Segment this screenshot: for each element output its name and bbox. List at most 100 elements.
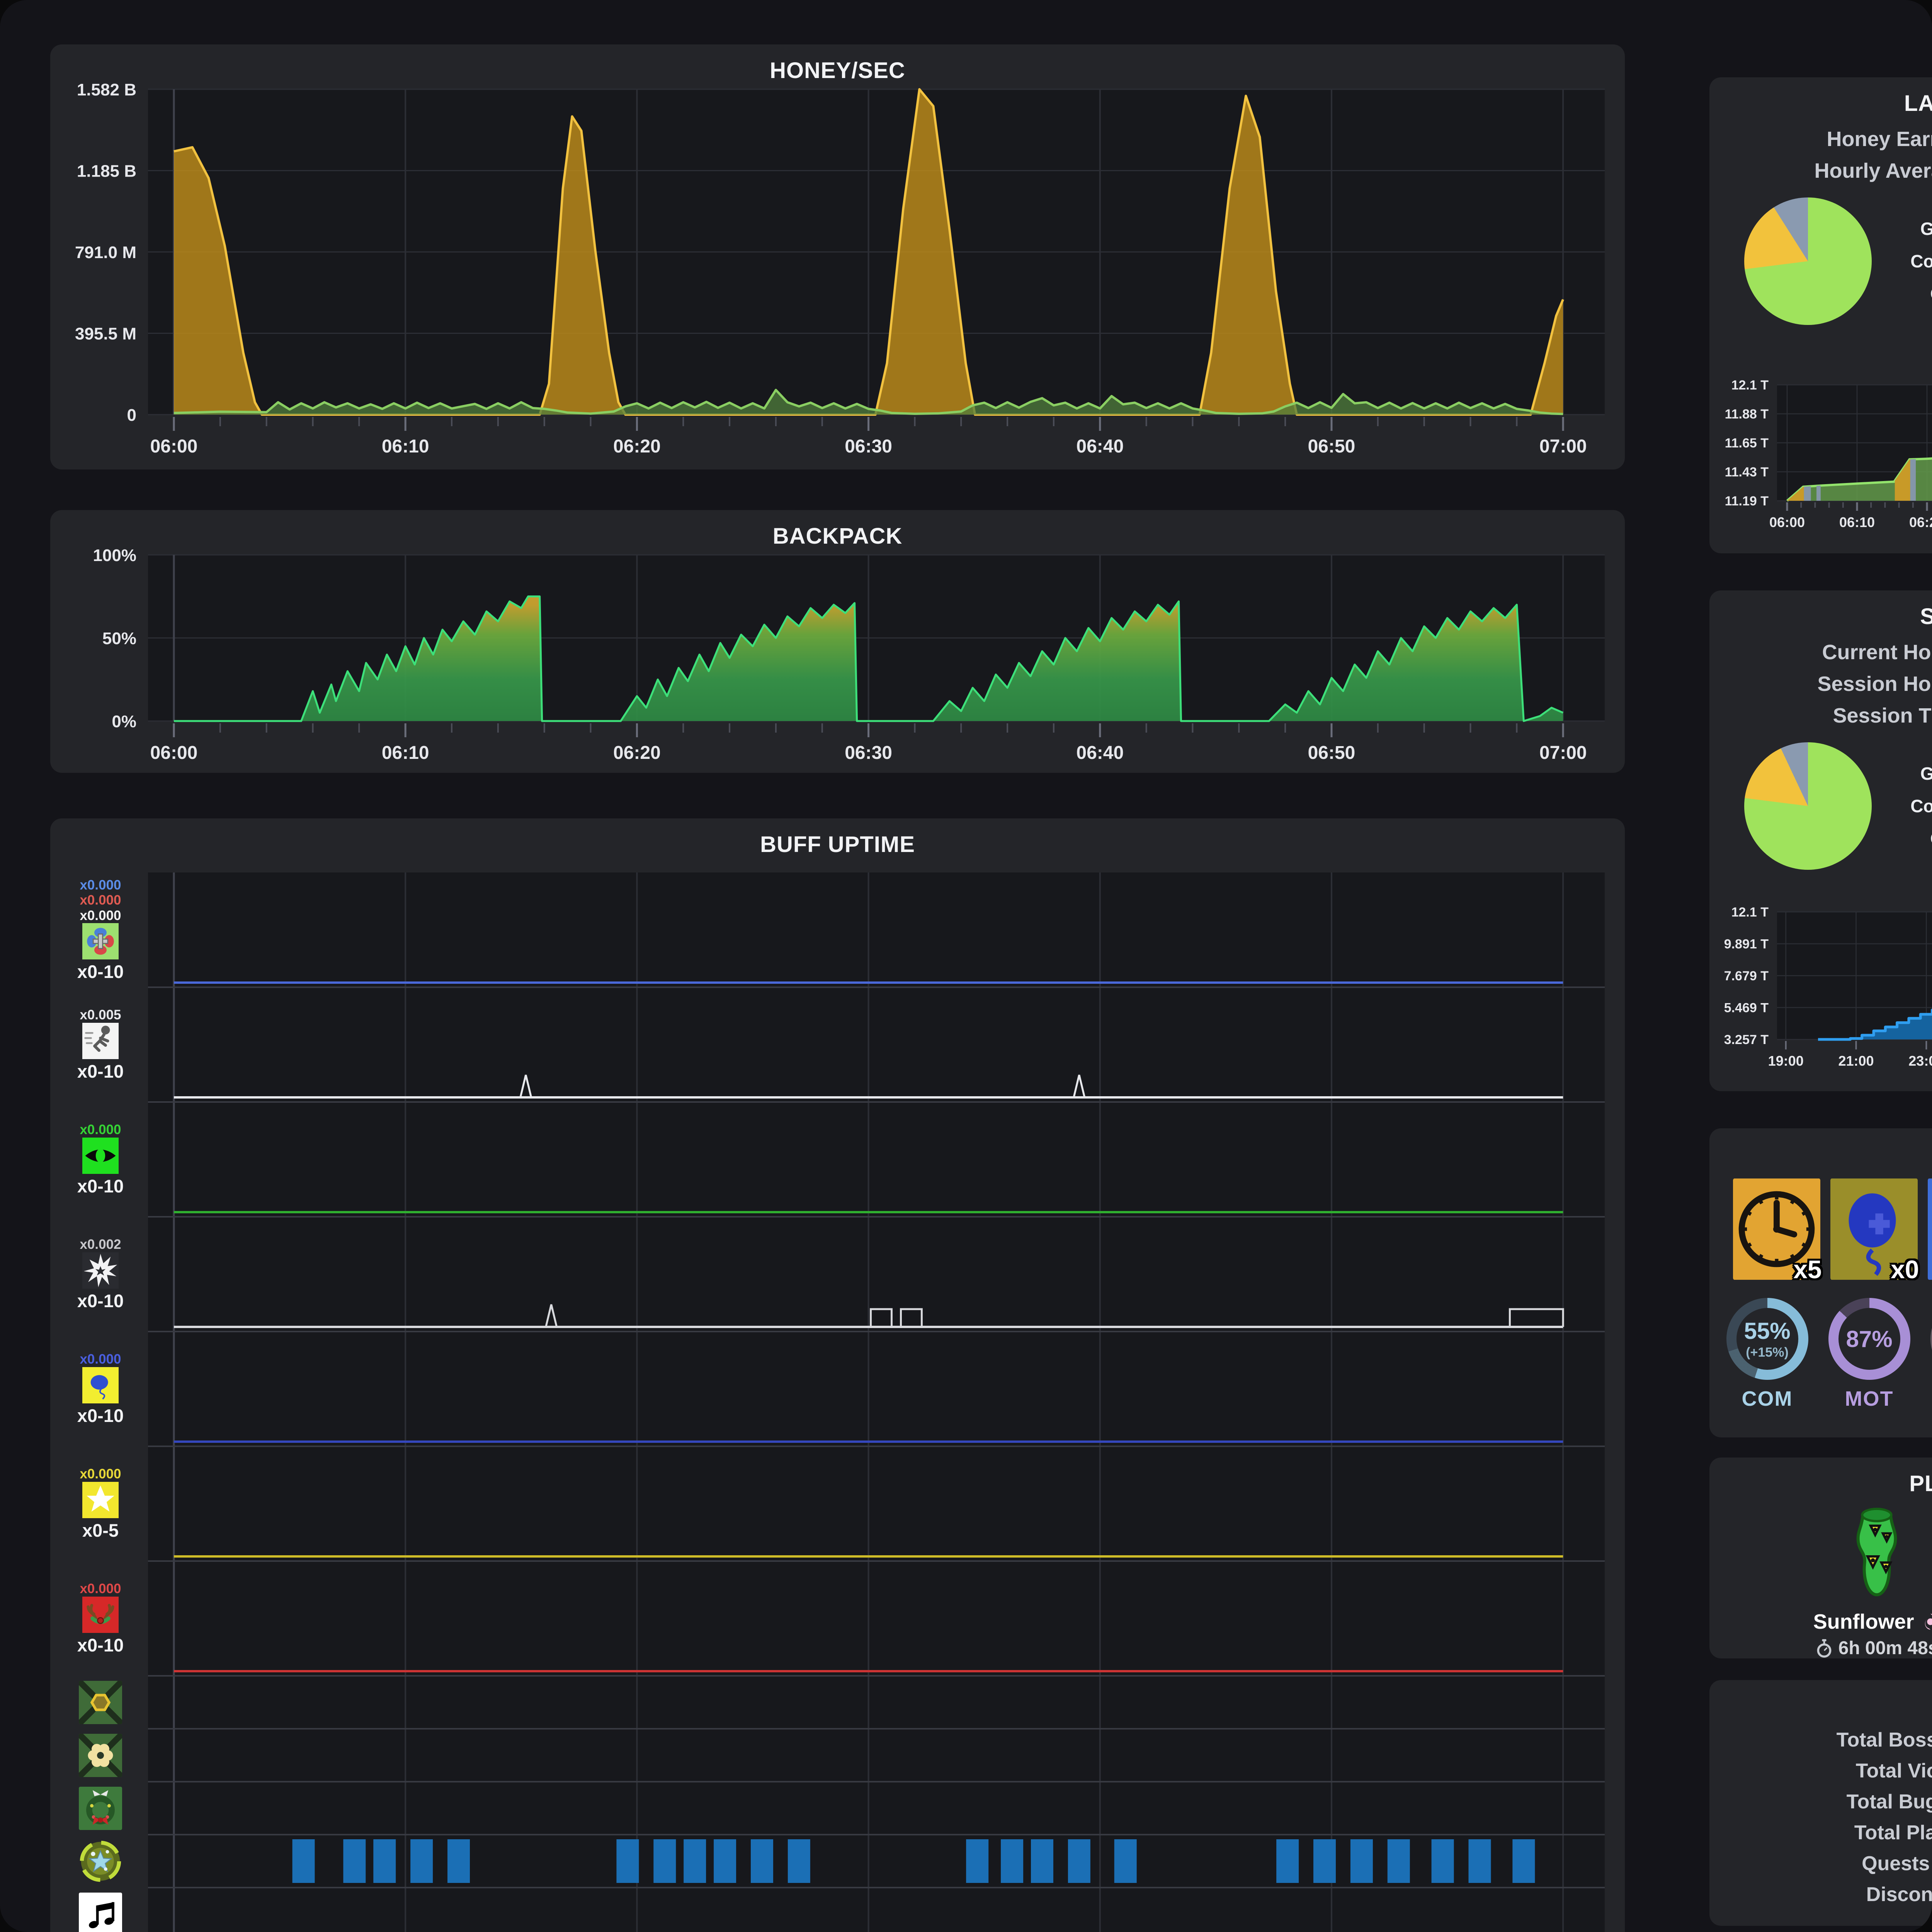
stat-label: Total Bug Kills [1846, 1791, 1932, 1813]
field-flower-icon [79, 1733, 122, 1777]
legend-row: Convert01:43:2416% [1893, 796, 1932, 816]
stat-row: Quests Done0 [1709, 1848, 1932, 1879]
stopwatch-icon [1817, 1639, 1832, 1658]
buff-row-haste: x0.005 x0-10 [54, 987, 147, 1102]
planters-title: PLANTERS [1909, 1471, 1932, 1496]
session-stat-label: Current Honey [1822, 641, 1932, 664]
y-axis-label: 12.1 T [1731, 906, 1769, 920]
session-pie-block: Gather07:56:4677% Convert01:43:2416% Other… [1709, 731, 1932, 870]
last-hour-chart: 12.1 T 11.88 T 11.65 T 11.43 T 11.19 T06:00 0… [1725, 379, 1932, 530]
buff-uptime-panel: BUFF UPTIME x0.000 x0.000 x0.000 x0-10 x0.00… [50, 818, 1625, 1932]
buff-row-blue-boost: x0.000 x0-10 [54, 1332, 147, 1446]
stat-row: Total Boss Kills0 [1709, 1725, 1932, 1755]
buff-range: x0-10 [77, 1405, 124, 1426]
buff-multiplier: x0.005 [80, 1007, 121, 1023]
buff-multiplier: x0.002 [80, 1237, 121, 1252]
stat-row: Total Planters1 [1709, 1817, 1932, 1848]
y-axis-label: 50% [102, 629, 136, 648]
buff-multiplier: x0.000 [80, 1352, 121, 1367]
legend-label: Gather [1920, 764, 1932, 784]
balloon-heal-buff-icon [1830, 1178, 1918, 1280]
stat-row: Total Vic Kills0 [1709, 1755, 1932, 1786]
buffs-icons: x5x0x6.00x0x0 [1709, 1178, 1932, 1284]
x-axis-label: 06:20 [613, 743, 661, 763]
gauge-mot: 87% MOT [1826, 1298, 1913, 1411]
buff-uptime-title: BUFF UPTIME [760, 832, 915, 857]
buff-row-star-treat [54, 1835, 147, 1888]
legend-row: Gather00:43:3773% [1893, 218, 1932, 239]
backpack-panel: BACKPACK 100% 50% 0% 06:00 06:10 06:20 06:30 06… [50, 510, 1625, 773]
buff-multiplier: x0.000 [80, 1466, 121, 1482]
buff-row-field-flower [54, 1729, 147, 1782]
planter-name: Sunflower [1813, 1610, 1914, 1633]
session-stat-row: Session Time10:21:57 [1709, 700, 1932, 731]
buff-range: x0-10 [77, 1175, 124, 1196]
hourly-average-label: Hourly Average [1814, 159, 1932, 182]
buff-item-value: x5 [1793, 1255, 1822, 1284]
buff-row-mark: x0.000 x0.000 x0.000 x0-10 [54, 872, 147, 987]
buff-range: x0-10 [77, 961, 124, 982]
legend-label: Other [1893, 283, 1932, 304]
buff-row-labels: x0.000 x0.000 x0.000 x0-10 x0.005 x0-10 x0.000… [50, 872, 148, 1932]
y-axis-label: 0% [112, 712, 136, 731]
last-hour-pie [1744, 197, 1872, 325]
legend-label: Gather [1920, 219, 1932, 239]
gauge-label: COM [1742, 1387, 1793, 1410]
buff-multiplier: x0.000 [80, 908, 121, 923]
x-axis-label: 06:20 [613, 436, 661, 457]
clock-buff-icon [1733, 1178, 1820, 1280]
session-stat-label: Session Honey [1817, 672, 1932, 696]
legend-label: Convert [1910, 251, 1932, 271]
y-axis-label: 11.19 T [1725, 494, 1769, 509]
honey-sec-chart: 1.582 B 1.185 B 791.0 M 395.5 M 0 06:00 06:10 0… [75, 82, 1605, 457]
y-axis-label: 100% [93, 547, 136, 565]
session-stat-row: Current Honey12.1 T [1709, 636, 1932, 668]
buffs-title: BUFFS [1709, 1128, 1932, 1167]
buff-item-balloon-heal-buff: x0 [1830, 1178, 1919, 1284]
x-axis-label: 23:00 [1908, 1053, 1932, 1069]
legend-label: Other [1893, 828, 1932, 849]
balloon-icon [82, 1367, 119, 1403]
stats-title: STATS [1709, 1680, 1932, 1719]
session-chart: 12.1 T 9.891 T 7.679 T 5.469 T 3.257 T 19:00 2… [1724, 906, 1932, 1069]
x-axis-label: 21:00 [1838, 1053, 1874, 1069]
honey-earned-label: Honey Earned [1827, 128, 1932, 151]
x-axis-label: 06:50 [1308, 436, 1355, 457]
y-axis-label: 1.185 B [77, 162, 136, 181]
backpack-chart: 100% 50% 0% 06:00 06:10 06:20 06:30 06:40 06:50 0… [93, 547, 1605, 763]
gauge-pct: 87% [1846, 1326, 1893, 1352]
buff-row-star: x0.000 x0-5 [54, 1446, 147, 1561]
y-axis-label: 11.88 T [1725, 407, 1769, 422]
x-axis-label: 06:00 [150, 436, 198, 457]
x-axis-label: 06:40 [1076, 436, 1124, 457]
x-axis-label: 06:10 [1839, 514, 1875, 530]
x-axis-label: 06:20 [1909, 514, 1932, 530]
legend-row: Other00:41:477% [1893, 828, 1932, 849]
swirl-icon [1925, 1614, 1932, 1630]
y-axis-label: 7.679 T [1724, 969, 1769, 983]
buff-row-burst: x0.002 x0-10 [54, 1217, 147, 1332]
mark-icon [82, 923, 119, 959]
last-hour-title: LAST HOUR [1904, 91, 1932, 116]
buff-row-focus: x0.000 x0-10 [54, 1102, 147, 1217]
buff-range: x0-10 [77, 1290, 124, 1311]
session-panel: SESSION Current Honey12.1 TSession Honey… [1709, 590, 1932, 1091]
y-axis-label: 11.43 T [1725, 465, 1769, 480]
x-axis-label: 06:40 [1076, 743, 1124, 763]
x-axis-label: 06:10 [382, 436, 429, 457]
buffs-gauges: 55%(+15%)COM87%MOT50%(+29%)SAT34%REF0%IN… [1709, 1298, 1932, 1411]
y-axis-label: 12.1 T [1731, 379, 1769, 393]
buff-row-melody [54, 1888, 147, 1932]
session-stat-row: Session Honey8.845 T [1709, 668, 1932, 700]
legend-row: Gather07:56:4677% [1893, 763, 1932, 784]
legend-label: Convert [1910, 796, 1932, 816]
x-axis-label: 07:00 [1539, 743, 1587, 763]
stat-row: Disconnects0 [1709, 1879, 1932, 1910]
x-axis-label: 06:10 [382, 743, 429, 763]
y-axis-label: 5.469 T [1724, 1001, 1769, 1015]
session-legend: Gather07:56:4677% Convert01:43:2416% Other… [1893, 763, 1932, 849]
buff-item-value: x0 [1891, 1255, 1919, 1284]
